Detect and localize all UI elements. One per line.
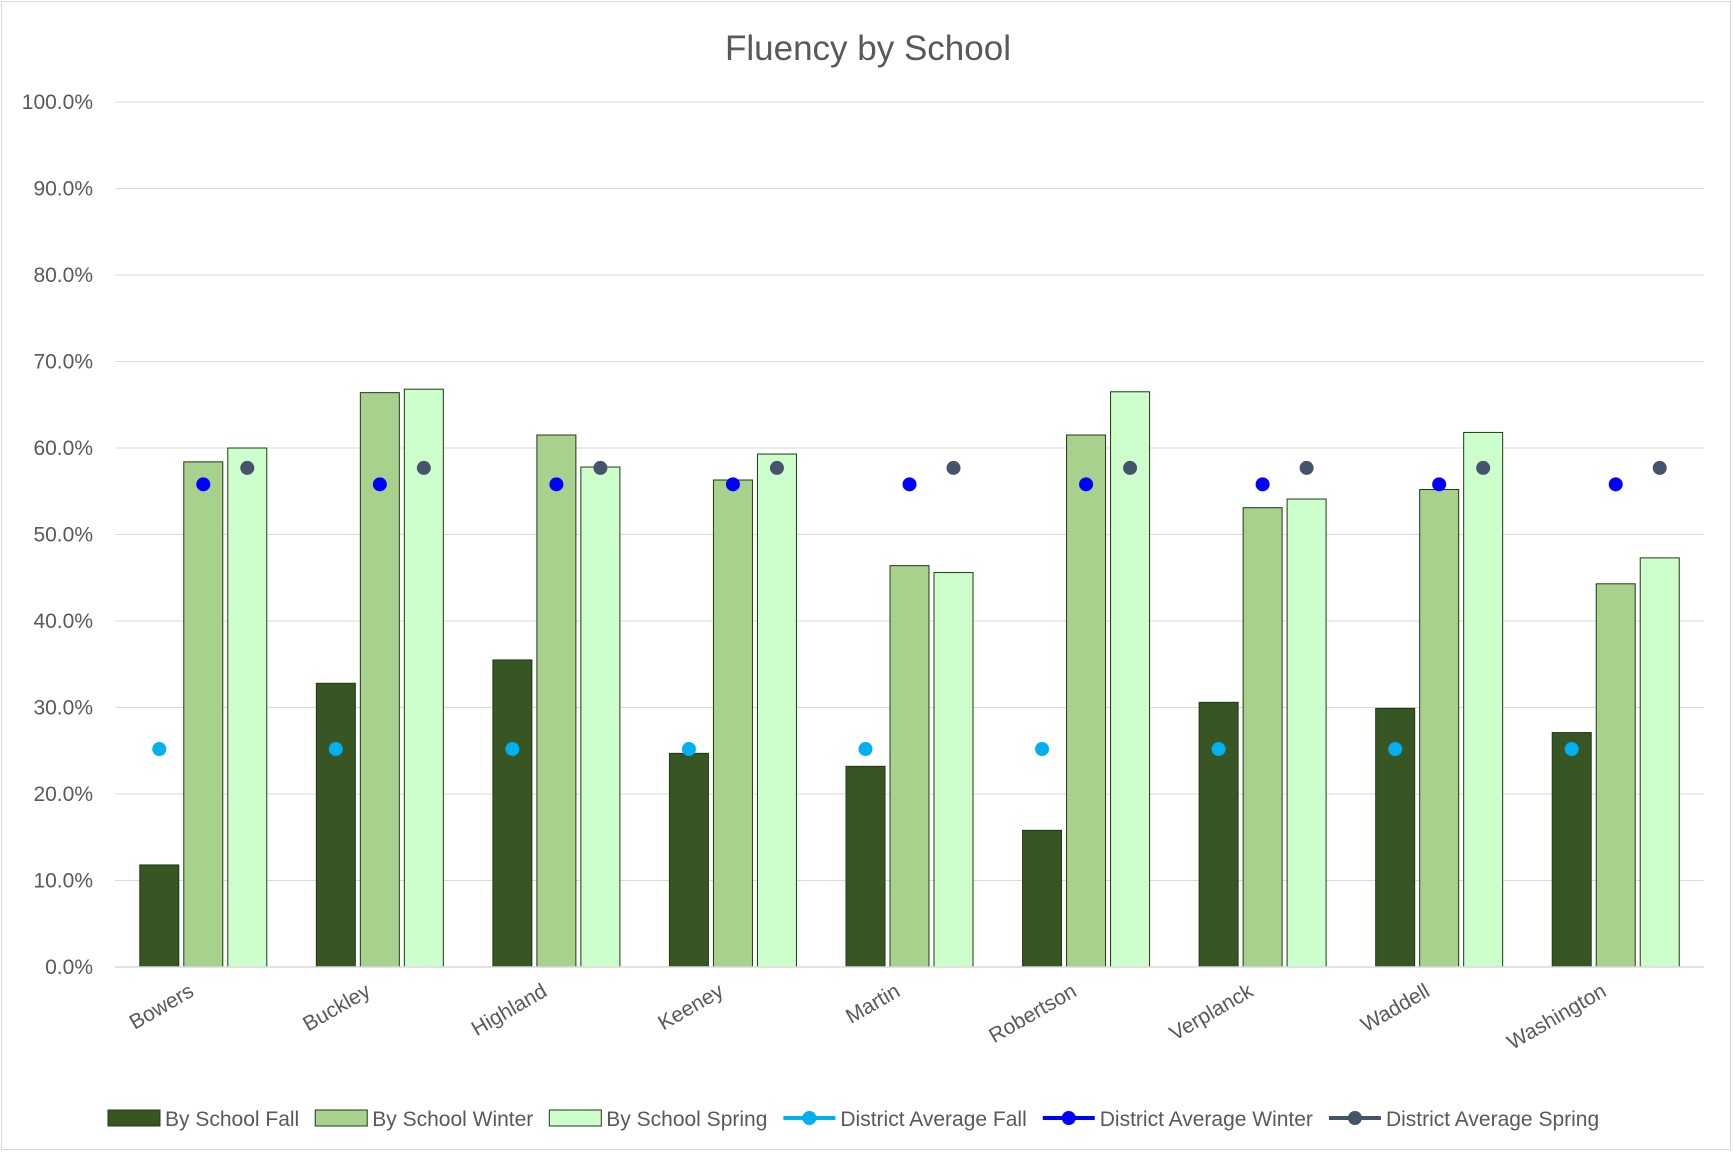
marker-district-average-fall-washington bbox=[1564, 742, 1579, 757]
marker-district-average-winter-washington bbox=[1608, 477, 1623, 492]
legend-label: District Average Winter bbox=[1100, 1108, 1313, 1131]
x-tick-label: Verplanck bbox=[1166, 979, 1258, 1045]
marker-district-average-spring-keeney bbox=[769, 460, 784, 475]
y-tick-label: 50.0% bbox=[33, 524, 93, 547]
legend-label: By School Spring bbox=[606, 1108, 767, 1131]
legend-item: District Average Spring bbox=[1328, 1108, 1599, 1131]
bar-by-school-spring-bowers bbox=[227, 447, 268, 968]
legend-item: District Average Fall bbox=[783, 1108, 1027, 1131]
legend-swatch bbox=[107, 1109, 161, 1127]
legend-item: By School Winter bbox=[314, 1108, 533, 1131]
marker-district-average-fall-robertson bbox=[1035, 742, 1050, 757]
y-tick-label: 100.0% bbox=[22, 91, 93, 114]
y-tick-label: 80.0% bbox=[33, 264, 93, 287]
legend-item: District Average Winter bbox=[1042, 1108, 1313, 1131]
bar-by-school-winter-martin bbox=[889, 565, 930, 968]
x-tick-label: Bowers bbox=[126, 979, 198, 1034]
y-tick-label: 0.0% bbox=[45, 956, 93, 979]
marker-district-average-fall-verplanck bbox=[1211, 742, 1226, 757]
marker-district-average-spring-washington bbox=[1652, 460, 1667, 475]
legend-label: By School Fall bbox=[165, 1108, 299, 1131]
marker-district-average-winter-robertson bbox=[1079, 477, 1094, 492]
legend-swatch bbox=[548, 1109, 602, 1127]
bar-by-school-winter-bowers bbox=[183, 461, 224, 968]
legend-label: By School Winter bbox=[372, 1108, 533, 1131]
x-axis-ticks: Bowers Buckley Highland Keeney Martin Roberts… bbox=[126, 979, 1611, 1054]
bar-by-school-winter-keeney bbox=[712, 479, 753, 968]
marker-district-average-winter-bowers bbox=[196, 477, 211, 492]
y-tick-label: 30.0% bbox=[33, 697, 93, 720]
x-tick-label: Keeney bbox=[654, 979, 728, 1035]
chart-title: Fluency by School bbox=[725, 29, 1011, 68]
bar-by-school-fall-keeney bbox=[668, 752, 709, 968]
legend: By School Fall By School Winter By School … bbox=[107, 1108, 1599, 1131]
marker-district-average-winter-martin bbox=[902, 477, 917, 492]
marker-district-average-winter-keeney bbox=[725, 477, 740, 492]
marker-district-average-fall-keeney bbox=[681, 742, 696, 757]
legend-swatch bbox=[314, 1109, 368, 1127]
marker-district-average-fall-waddell bbox=[1388, 742, 1403, 757]
bar-by-school-spring-buckley bbox=[403, 388, 444, 968]
x-tick-label: Martin bbox=[842, 979, 904, 1028]
marker-district-average-fall-bowers bbox=[152, 742, 167, 757]
x-tick-label: Highland bbox=[468, 979, 551, 1040]
y-axis-ticks: 0.0% 10.0% 20.0% 30.0% 40.0% 50.0% 60.0% 70.0% 8… bbox=[22, 91, 93, 979]
bar-by-school-winter-waddell bbox=[1419, 489, 1460, 968]
y-tick-label: 90.0% bbox=[33, 178, 93, 201]
bar-by-school-fall-robertson bbox=[1022, 829, 1063, 968]
y-tick-label: 20.0% bbox=[33, 783, 93, 806]
bar-by-school-winter-washington bbox=[1595, 583, 1636, 968]
y-tick-label: 70.0% bbox=[33, 351, 93, 374]
bar-by-school-fall-martin bbox=[845, 765, 886, 968]
legend-item: By School Spring bbox=[548, 1108, 767, 1131]
marker-district-average-winter-verplanck bbox=[1255, 477, 1270, 492]
y-tick-label: 10.0% bbox=[33, 870, 93, 893]
marker-district-average-winter-buckley bbox=[372, 477, 387, 492]
x-tick-label: Buckley bbox=[299, 979, 375, 1036]
marker-district-average-spring-robertson bbox=[1123, 460, 1138, 475]
legend-label: District Average Fall bbox=[840, 1108, 1026, 1131]
bar-by-school-winter-highland bbox=[536, 434, 577, 968]
marker-district-average-fall-martin bbox=[858, 742, 873, 757]
bar-by-school-fall-verplanck bbox=[1198, 701, 1239, 968]
bar-by-school-winter-robertson bbox=[1066, 434, 1107, 968]
markers bbox=[152, 460, 1667, 757]
bar-by-school-spring-washington bbox=[1639, 557, 1680, 968]
bar-by-school-spring-keeney bbox=[756, 453, 797, 968]
bar-by-school-spring-waddell bbox=[1463, 431, 1504, 968]
legend-label: District Average Spring bbox=[1386, 1108, 1599, 1131]
x-tick-label: Robertson bbox=[985, 979, 1080, 1047]
y-tick-label: 40.0% bbox=[33, 610, 93, 633]
x-tick-label: Waddell bbox=[1357, 979, 1434, 1036]
x-tick-label: Washington bbox=[1503, 979, 1610, 1054]
y-tick-label: 60.0% bbox=[33, 437, 93, 460]
bar-by-school-fall-highland bbox=[492, 659, 533, 968]
marker-district-average-spring-waddell bbox=[1476, 460, 1491, 475]
bar-by-school-spring-martin bbox=[933, 572, 974, 968]
marker-district-average-spring-bowers bbox=[240, 460, 255, 475]
legend-marker bbox=[1347, 1111, 1362, 1125]
bar-by-school-spring-highland bbox=[580, 466, 621, 968]
marker-district-average-fall-highland bbox=[505, 742, 520, 757]
marker-district-average-winter-highland bbox=[549, 477, 564, 492]
bars bbox=[139, 388, 1680, 968]
marker-district-average-fall-buckley bbox=[328, 742, 343, 757]
bar-by-school-spring-verplanck bbox=[1286, 498, 1327, 968]
legend-item: By School Fall bbox=[107, 1108, 299, 1131]
bar-by-school-winter-verplanck bbox=[1242, 507, 1283, 968]
marker-district-average-spring-highland bbox=[593, 460, 608, 475]
bar-by-school-fall-bowers bbox=[139, 864, 180, 968]
marker-district-average-winter-waddell bbox=[1432, 477, 1447, 492]
marker-district-average-spring-verplanck bbox=[1299, 460, 1314, 475]
bar-by-school-spring-robertson bbox=[1110, 391, 1151, 968]
bar-by-school-fall-buckley bbox=[315, 682, 356, 968]
legend-marker bbox=[802, 1111, 817, 1125]
bar-by-school-fall-washington bbox=[1551, 732, 1592, 968]
legend-marker bbox=[1061, 1111, 1076, 1125]
marker-district-average-spring-buckley bbox=[416, 460, 431, 475]
marker-district-average-spring-martin bbox=[946, 460, 961, 475]
